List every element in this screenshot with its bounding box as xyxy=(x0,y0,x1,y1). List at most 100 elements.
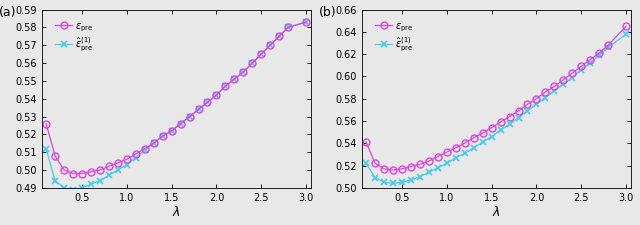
$\hat{\varepsilon}^{(1)}_{\rm pre}$ xyxy=(389,182,397,185)
$\hat{\varepsilon}^{(1)}_{\rm pre}$ xyxy=(407,179,415,181)
$\hat{\varepsilon}^{(1)}_{\rm pre}$ xyxy=(69,188,77,191)
$\hat{\varepsilon}^{(1)}_{\rm pre}$ xyxy=(177,122,184,125)
$\hat{\varepsilon}^{(1)}_{\rm pre}$ xyxy=(559,83,567,86)
$\hat{\varepsilon}^{(1)}_{\rm pre}$ xyxy=(51,179,59,182)
$\varepsilon_{\rm pre}$ xyxy=(195,108,202,111)
$\hat{\varepsilon}^{(1)}_{\rm pre}$ xyxy=(150,142,157,145)
$\hat{\varepsilon}^{(1)}_{\rm pre}$ xyxy=(141,149,148,152)
$\hat{\varepsilon}^{(1)}_{\rm pre}$ xyxy=(105,174,113,177)
Line: $\varepsilon_{\rm pre}$: $\varepsilon_{\rm pre}$ xyxy=(363,23,630,173)
$\hat{\varepsilon}^{(1)}_{\rm pre}$ xyxy=(87,183,95,186)
$\varepsilon_{\rm pre}$ xyxy=(168,129,175,132)
$\varepsilon_{\rm pre}$ xyxy=(389,169,397,171)
$\hat{\varepsilon}^{(1)}_{\rm pre}$ xyxy=(195,108,202,111)
$\varepsilon_{\rm pre}$ xyxy=(60,169,68,171)
$\hat{\varepsilon}^{(1)}_{\rm pre}$ xyxy=(488,135,495,138)
X-axis label: $\lambda$: $\lambda$ xyxy=(492,205,500,219)
$\varepsilon_{\rm pre}$ xyxy=(434,155,442,158)
$\varepsilon_{\rm pre}$ xyxy=(257,53,265,56)
$\hat{\varepsilon}^{(1)}_{\rm pre}$ xyxy=(470,146,477,149)
$\varepsilon_{\rm pre}$ xyxy=(177,122,184,125)
$\hat{\varepsilon}^{(1)}_{\rm pre}$ xyxy=(230,78,238,80)
$\hat{\varepsilon}^{(1)}_{\rm pre}$ xyxy=(479,141,486,144)
$\varepsilon_{\rm pre}$ xyxy=(150,142,157,145)
$\hat{\varepsilon}^{(1)}_{\rm pre}$ xyxy=(434,166,442,169)
$\hat{\varepsilon}^{(1)}_{\rm pre}$ xyxy=(604,46,612,49)
$\varepsilon_{\rm pre}$ xyxy=(479,132,486,135)
$\varepsilon_{\rm pre}$ xyxy=(230,78,238,80)
$\hat{\varepsilon}^{(1)}_{\rm pre}$ xyxy=(362,162,370,165)
Line: $\hat{\varepsilon}^{(1)}_{\rm pre}$: $\hat{\varepsilon}^{(1)}_{\rm pre}$ xyxy=(363,31,630,187)
$\hat{\varepsilon}^{(1)}_{\rm pre}$ xyxy=(371,176,379,179)
$\varepsilon_{\rm pre}$ xyxy=(622,25,630,28)
$\varepsilon_{\rm pre}$ xyxy=(159,135,166,137)
$\varepsilon_{\rm pre}$ xyxy=(506,115,513,118)
$\hat{\varepsilon}^{(1)}_{\rm pre}$ xyxy=(380,181,388,184)
$\varepsilon_{\rm pre}$ xyxy=(497,121,504,124)
$\varepsilon_{\rm pre}$ xyxy=(398,168,406,170)
$\hat{\varepsilon}^{(1)}_{\rm pre}$ xyxy=(114,169,122,171)
$\hat{\varepsilon}^{(1)}_{\rm pre}$ xyxy=(257,53,265,56)
Legend: $\varepsilon_{\rm pre}$, $\hat{\varepsilon}^{(1)}_{\rm pre}$: $\varepsilon_{\rm pre}$, $\hat{\varepsil… xyxy=(372,18,417,56)
$\hat{\varepsilon}^{(1)}_{\rm pre}$ xyxy=(212,94,220,97)
$\varepsilon_{\rm pre}$ xyxy=(407,165,415,168)
$\hat{\varepsilon}^{(1)}_{\rm pre}$ xyxy=(248,62,256,64)
$\hat{\varepsilon}^{(1)}_{\rm pre}$ xyxy=(497,128,504,131)
$\varepsilon_{\rm pre}$ xyxy=(443,151,451,153)
$\hat{\varepsilon}^{(1)}_{\rm pre}$ xyxy=(541,96,549,99)
Text: (a): (a) xyxy=(0,6,16,19)
Line: $\hat{\varepsilon}^{(1)}_{\rm pre}$: $\hat{\varepsilon}^{(1)}_{\rm pre}$ xyxy=(43,18,310,193)
$\hat{\varepsilon}^{(1)}_{\rm pre}$ xyxy=(425,171,433,173)
$\varepsilon_{\rm pre}$ xyxy=(532,97,540,100)
$\hat{\varepsilon}^{(1)}_{\rm pre}$ xyxy=(595,54,603,56)
$\varepsilon_{\rm pre}$ xyxy=(595,52,603,54)
$\hat{\varepsilon}^{(1)}_{\rm pre}$ xyxy=(443,162,451,165)
$\hat{\varepsilon}^{(1)}_{\rm pre}$ xyxy=(284,26,292,29)
$\varepsilon_{\rm pre}$ xyxy=(123,158,131,161)
$\varepsilon_{\rm pre}$ xyxy=(550,85,558,88)
$\hat{\varepsilon}^{(1)}_{\rm pre}$ xyxy=(275,35,283,38)
$\varepsilon_{\rm pre}$ xyxy=(461,142,468,145)
$\varepsilon_{\rm pre}$ xyxy=(42,122,50,125)
$\varepsilon_{\rm pre}$ xyxy=(371,162,379,165)
$\varepsilon_{\rm pre}$ xyxy=(559,78,567,81)
$\varepsilon_{\rm pre}$ xyxy=(114,162,122,164)
$\varepsilon_{\rm pre}$ xyxy=(362,141,370,144)
$\hat{\varepsilon}^{(1)}_{\rm pre}$ xyxy=(532,103,540,106)
$\varepsilon_{\rm pre}$ xyxy=(78,172,86,175)
$\varepsilon_{\rm pre}$ xyxy=(248,62,256,64)
$\varepsilon_{\rm pre}$ xyxy=(568,72,576,74)
$\varepsilon_{\rm pre}$ xyxy=(515,110,522,112)
Line: $\varepsilon_{\rm pre}$: $\varepsilon_{\rm pre}$ xyxy=(43,18,310,177)
$\varepsilon_{\rm pre}$ xyxy=(577,65,585,68)
$\varepsilon_{\rm pre}$ xyxy=(204,101,211,104)
$\hat{\varepsilon}^{(1)}_{\rm pre}$ xyxy=(452,156,460,159)
$\varepsilon_{\rm pre}$ xyxy=(275,35,283,38)
Text: (b): (b) xyxy=(319,6,336,19)
$\hat{\varepsilon}^{(1)}_{\rm pre}$ xyxy=(461,152,468,155)
$\varepsilon_{\rm pre}$ xyxy=(186,115,193,118)
$\hat{\varepsilon}^{(1)}_{\rm pre}$ xyxy=(550,90,558,92)
$\hat{\varepsilon}^{(1)}_{\rm pre}$ xyxy=(204,101,211,104)
$\varepsilon_{\rm pre}$ xyxy=(470,136,477,139)
$\hat{\varepsilon}^{(1)}_{\rm pre}$ xyxy=(398,181,406,184)
$\varepsilon_{\rm pre}$ xyxy=(380,168,388,170)
$\varepsilon_{\rm pre}$ xyxy=(541,91,549,93)
$\hat{\varepsilon}^{(1)}_{\rm pre}$ xyxy=(221,85,229,88)
$\varepsilon_{\rm pre}$ xyxy=(239,71,247,73)
$\hat{\varepsilon}^{(1)}_{\rm pre}$ xyxy=(506,123,513,126)
X-axis label: $\lambda$: $\lambda$ xyxy=(172,205,180,219)
$\varepsilon_{\rm pre}$ xyxy=(212,94,220,97)
$\hat{\varepsilon}^{(1)}_{\rm pre}$ xyxy=(60,187,68,189)
$\hat{\varepsilon}^{(1)}_{\rm pre}$ xyxy=(266,44,274,47)
$\hat{\varepsilon}^{(1)}_{\rm pre}$ xyxy=(132,156,140,159)
$\hat{\varepsilon}^{(1)}_{\rm pre}$ xyxy=(302,21,310,23)
$\varepsilon_{\rm pre}$ xyxy=(452,146,460,149)
$\varepsilon_{\rm pre}$ xyxy=(488,126,495,129)
$\hat{\varepsilon}^{(1)}_{\rm pre}$ xyxy=(42,147,50,150)
$\hat{\varepsilon}^{(1)}_{\rm pre}$ xyxy=(168,129,175,132)
$\varepsilon_{\rm pre}$ xyxy=(69,172,77,175)
$\hat{\varepsilon}^{(1)}_{\rm pre}$ xyxy=(515,116,522,119)
$\hat{\varepsilon}^{(1)}_{\rm pre}$ xyxy=(524,110,531,112)
$\varepsilon_{\rm pre}$ xyxy=(604,44,612,47)
